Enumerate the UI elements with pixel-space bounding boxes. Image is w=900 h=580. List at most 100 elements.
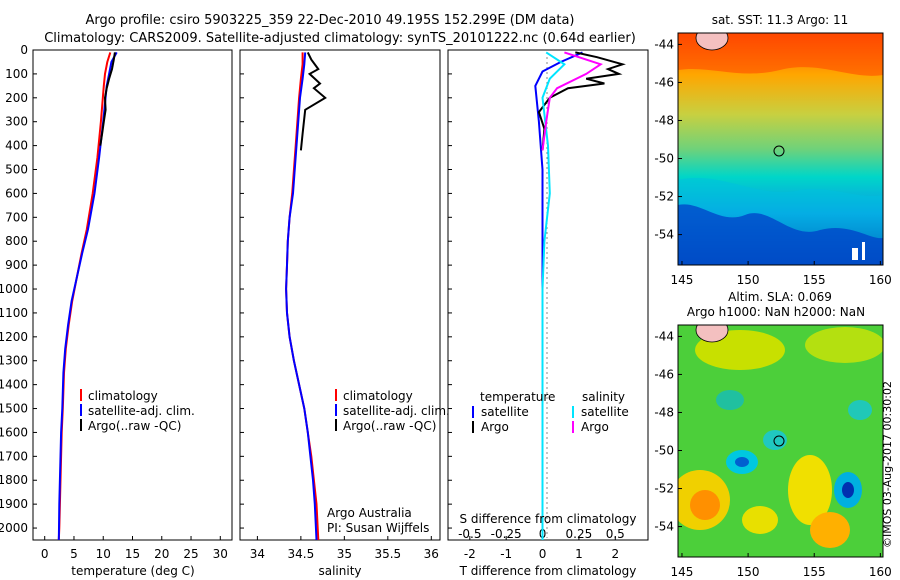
legend-t-satellite: satellite — [481, 405, 529, 419]
x-tick-label: 5 — [70, 547, 78, 561]
lon-tick-label: 155 — [803, 565, 826, 579]
tasmania-coast — [695, 325, 729, 343]
tasmania-coast — [695, 33, 729, 51]
argo-location-marker — [773, 435, 785, 447]
y-tick-label: 500 — [5, 163, 28, 177]
sst-deep-cold-region — [678, 204, 883, 265]
series-line-satellite-adj-clim- — [57, 51, 118, 541]
legend-s-argo: Argo — [581, 420, 609, 434]
y-tick-label: 1100 — [0, 306, 28, 320]
y-tick-label: 0 — [20, 43, 28, 57]
legend-s-satellite: satellite — [581, 405, 629, 419]
series-line-satellite — [541, 51, 566, 540]
temperature-axes — [32, 49, 233, 541]
y-tick-label: 1000 — [0, 282, 28, 296]
credit-line1: Argo Australia — [327, 506, 412, 520]
figure-title-line1: Argo profile: csiro 5903225_359 22-Dec-2… — [86, 13, 575, 28]
y-tick-label: 1300 — [0, 354, 28, 368]
lon-tick-label: 155 — [803, 273, 826, 287]
series-line-argo-raw-qc- — [299, 51, 327, 151]
land-speck — [852, 248, 858, 260]
s-tick-label: 0.5 — [606, 527, 625, 541]
y-tick-label: 900 — [5, 258, 28, 272]
x-tick-label: 25 — [183, 547, 198, 561]
x-tick-label: 0 — [41, 547, 49, 561]
s-tick-label: -0.5 — [458, 527, 481, 541]
x-tick-label: -1 — [500, 547, 512, 561]
lon-tick-label: 160 — [869, 273, 892, 287]
legend-t-argo: Argo — [481, 420, 509, 434]
series-line-satellite-adj-clim- — [285, 52, 318, 541]
lon-tick-label: 160 — [869, 565, 892, 579]
y-tick-label: 1200 — [0, 330, 28, 344]
series-line-argo — [537, 51, 626, 151]
lat-tick-label: -46 — [654, 367, 674, 381]
lat-tick-label: -52 — [654, 482, 674, 496]
temperature-xlabel: temperature (deg C) — [71, 564, 194, 578]
y-tick-label: 100 — [5, 67, 28, 81]
sla-blob — [690, 490, 720, 520]
sla-blob — [763, 430, 787, 450]
y-tick-label: 1700 — [0, 449, 28, 463]
x-tick-label: 15 — [125, 547, 140, 561]
x-tick-label: 0 — [539, 547, 547, 561]
credit-line2: PI: Susan Wijffels — [327, 521, 429, 535]
lat-tick-label: -44 — [654, 37, 674, 51]
s-tick-label: 0.25 — [566, 527, 593, 541]
salinity-panel: 34 34.5 35 35.5 36 salinity climatologysatel… — [239, 49, 450, 578]
sst-map-frame — [677, 32, 884, 266]
y-tick-label: 200 — [5, 91, 28, 105]
x-tick-label: 10 — [96, 547, 111, 561]
y-tick-label: 1900 — [0, 497, 28, 511]
legend-temperature-header: temperature — [480, 390, 555, 404]
land-speck — [862, 242, 865, 260]
x-tick-label: 35.5 — [374, 547, 401, 561]
sla-blob — [842, 482, 854, 498]
y-tick-label: 600 — [5, 186, 28, 200]
legend-label: climatology — [343, 389, 413, 403]
lat-tick-label: -54 — [654, 228, 674, 242]
sla-blob — [716, 390, 744, 410]
sst-map-title: sat. SST: 11.3 Argo: 11 — [712, 13, 849, 27]
sla-blob — [848, 400, 872, 420]
series-line-argo — [541, 51, 603, 151]
lat-tick-label: -44 — [654, 329, 674, 343]
legend-label: satellite-adj. clim. — [343, 404, 450, 418]
sla-map-title1: Altim. SLA: 0.069 — [728, 290, 832, 304]
y-tick-label: 2000 — [0, 521, 28, 535]
sst-warm-region — [678, 33, 883, 76]
lon-tick-label: 150 — [737, 565, 760, 579]
lat-tick-label: -52 — [654, 190, 674, 204]
lon-tick-label: 145 — [671, 565, 694, 579]
y-tick-label: 300 — [5, 115, 28, 129]
t-diff-xlabel: T difference from climatology — [459, 564, 637, 578]
x-tick-label: 1 — [575, 547, 583, 561]
legend-label: Argo(..raw -QC) — [88, 419, 181, 433]
series-line-argo-raw-qc- — [99, 52, 116, 146]
sla-blob — [805, 327, 883, 363]
y-tick-label: 1800 — [0, 473, 28, 487]
salinity-xlabel: salinity — [318, 564, 361, 578]
legend-label: Argo(..raw -QC) — [343, 419, 436, 433]
figure-title-line2: Climatology: CARS2009. Satellite-adjuste… — [44, 31, 636, 46]
lat-tick-label: -48 — [654, 405, 674, 419]
legend-label: climatology — [88, 389, 158, 403]
series-line-climatology — [285, 52, 320, 541]
lon-tick-label: 150 — [737, 273, 760, 287]
difference-panel: -2 -1 0 1 2 -0.5 -0.25 0 0.25 0.5 S difference f… — [447, 49, 649, 578]
sla-map-title2: Argo h1000: NaN h2000: NaN — [687, 305, 865, 319]
lat-tick-label: -50 — [654, 152, 674, 166]
temperature-panel: 0100200300400500600700800900100011001200… — [0, 43, 452, 578]
y-tick-label: 1400 — [0, 378, 28, 392]
x-tick-label: 36 — [424, 547, 439, 561]
y-tick-label: 800 — [5, 234, 28, 248]
s-tick-label: -0.25 — [491, 527, 522, 541]
lon-tick-label: 145 — [671, 273, 694, 287]
argo-location-marker — [773, 145, 785, 157]
lat-tick-label: -50 — [654, 444, 674, 458]
x-tick-label: 2 — [611, 547, 619, 561]
y-tick-label: 400 — [5, 139, 28, 153]
salinity-axes — [239, 49, 441, 541]
sla-blob — [788, 455, 832, 525]
